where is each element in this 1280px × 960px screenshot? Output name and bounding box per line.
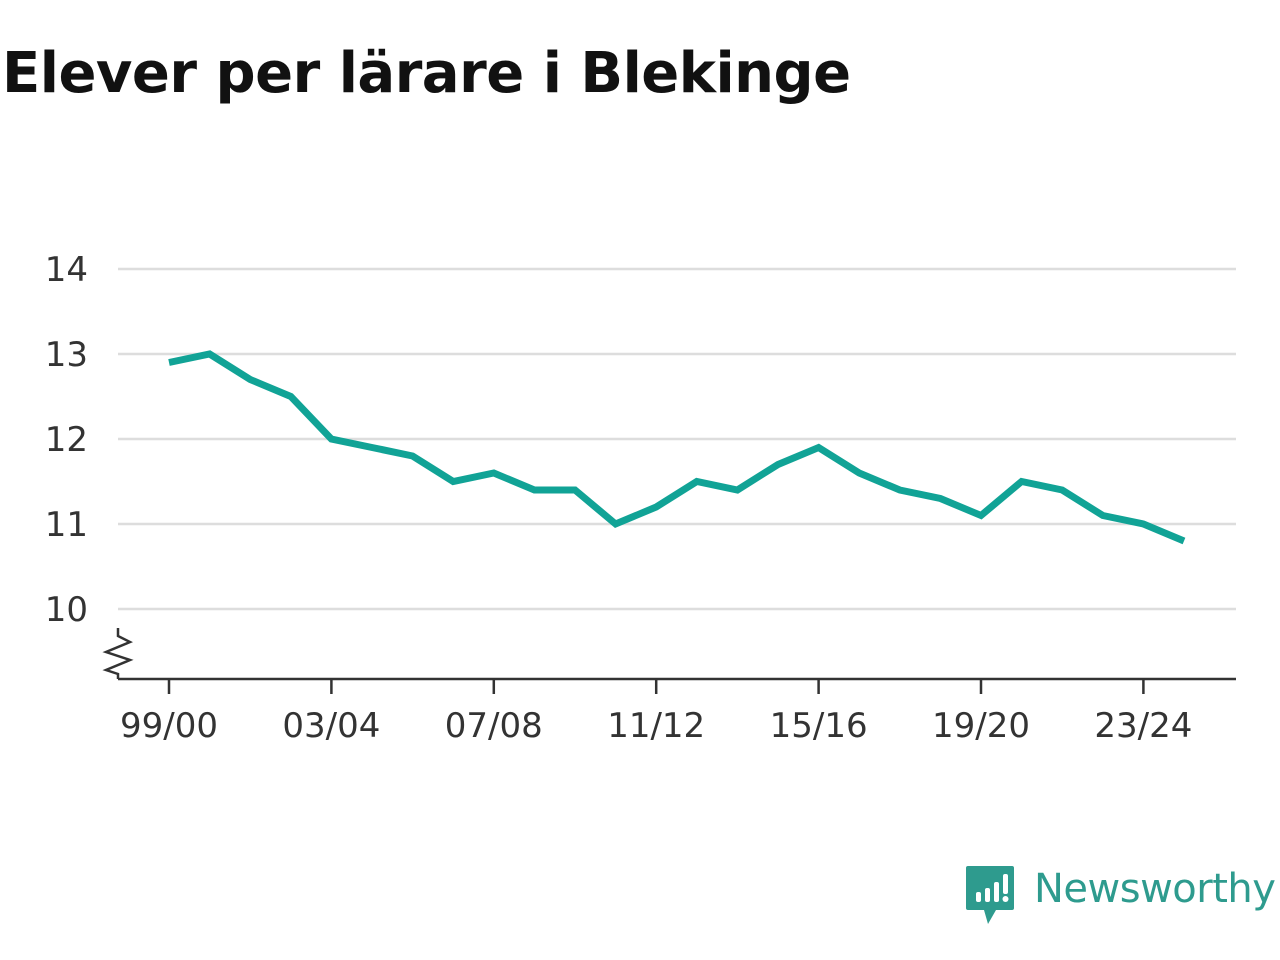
- gridlines: [118, 267, 1236, 611]
- newsworthy-logo-icon: [966, 866, 1014, 924]
- x-tick-label: 11/12: [607, 706, 705, 746]
- x-tick-label: 19/20: [932, 706, 1030, 746]
- y-tick-label: 12: [45, 420, 88, 460]
- brand: Newsworthy: [964, 864, 1276, 928]
- y-tick-label: 10: [45, 590, 88, 630]
- x-axis: [102, 628, 1236, 694]
- x-tick-label: 03/04: [282, 706, 380, 746]
- y-tick-label: 14: [45, 250, 88, 290]
- series-layer: [168, 350, 1186, 545]
- y-tick-label: 11: [45, 505, 88, 545]
- x-tick-label: 15/16: [770, 706, 868, 746]
- chart-title: Elever per lärare i Blekinge: [2, 41, 851, 106]
- brand-name: Newsworthy: [1034, 866, 1276, 912]
- x-tick-label: 07/08: [445, 706, 543, 746]
- x-tick-label: 23/24: [1094, 706, 1192, 746]
- series-line: [168, 350, 1186, 545]
- x-tick-label: 99/00: [120, 706, 218, 746]
- y-axis-break-icon: [102, 628, 134, 679]
- y-tick-label: 13: [45, 335, 88, 375]
- x-axis-labels: 99/00 03/04 07/08 11/12 15/16 19/20 23/24: [120, 706, 1192, 746]
- y-axis-labels: 10 11 12 13 14: [45, 250, 88, 630]
